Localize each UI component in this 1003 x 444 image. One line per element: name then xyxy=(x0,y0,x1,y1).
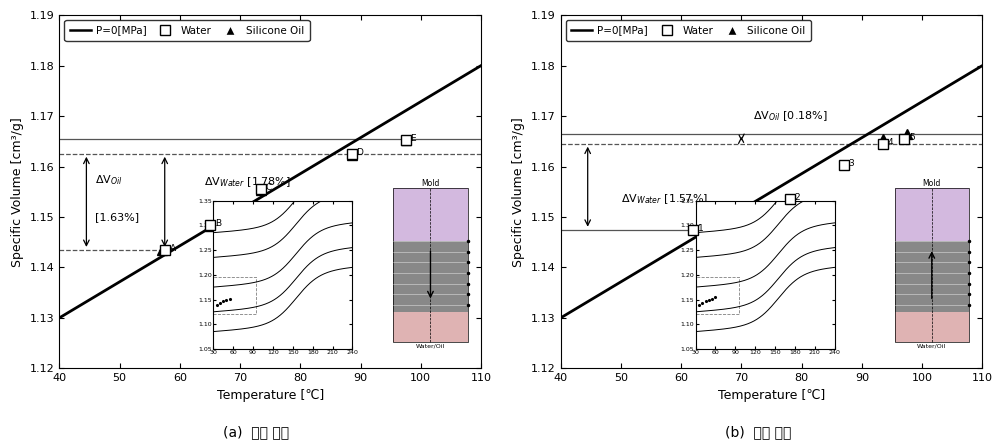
Text: 2: 2 xyxy=(793,193,799,202)
Text: ΔV$_{Water}$ [1.78%]: ΔV$_{Water}$ [1.78%] xyxy=(204,175,291,189)
Y-axis label: Specific Volume [cm³/g]: Specific Volume [cm³/g] xyxy=(512,117,525,267)
Text: C: C xyxy=(266,183,272,192)
Text: ΔV$_{Oil}$ [0.18%]: ΔV$_{Oil}$ [0.18%] xyxy=(752,109,827,123)
Text: 3: 3 xyxy=(848,159,854,168)
Text: 5: 5 xyxy=(908,133,914,142)
Text: D: D xyxy=(356,148,363,157)
Text: A: A xyxy=(170,244,176,253)
Text: ΔV$_{Water}$ [1.57%]: ΔV$_{Water}$ [1.57%] xyxy=(620,192,707,206)
X-axis label: Temperature [℃]: Temperature [℃] xyxy=(217,389,324,402)
X-axis label: Temperature [℃]: Temperature [℃] xyxy=(717,389,824,402)
Y-axis label: Specific Volume [cm³/g]: Specific Volume [cm³/g] xyxy=(11,117,24,267)
Text: (b)  내측 방향: (b) 내측 방향 xyxy=(724,425,790,440)
Text: 1: 1 xyxy=(697,224,703,233)
Text: B: B xyxy=(215,218,221,227)
Text: E: E xyxy=(410,134,416,143)
Text: 4: 4 xyxy=(887,138,893,147)
Legend: P=0[MPa], Water, Silicone Oil: P=0[MPa], Water, Silicone Oil xyxy=(566,20,810,41)
Text: (a)  외측 방향: (a) 외측 방향 xyxy=(223,425,289,440)
Text: [1.63%]: [1.63%] xyxy=(95,212,139,222)
Legend: P=0[MPa], Water, Silicone Oil: P=0[MPa], Water, Silicone Oil xyxy=(64,20,309,41)
Text: ΔV$_{Oil}$: ΔV$_{Oil}$ xyxy=(95,173,123,187)
